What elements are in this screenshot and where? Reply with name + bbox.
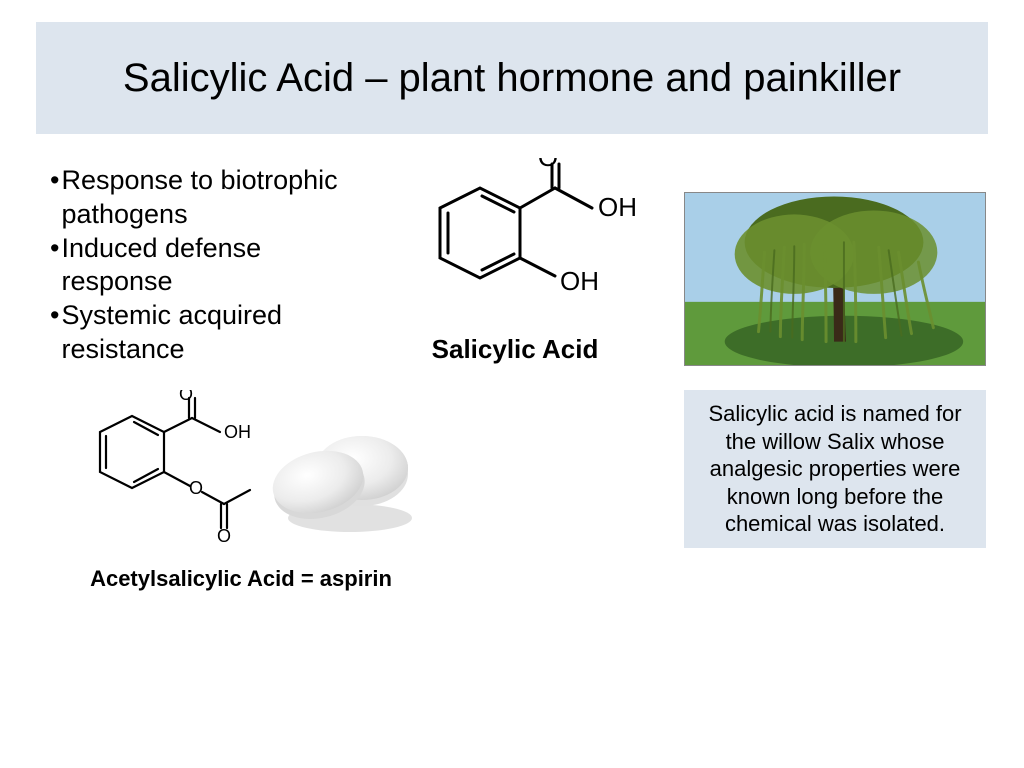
acetylsalicylic-acid-label: Acetylsalicylic Acid = aspirin [56,566,426,592]
aspirin-tablets-image [258,410,428,540]
acetylsalicylic-acid-structure: O OH O O [60,390,260,550]
bullet-item: •Systemic acquired resistance [50,299,360,367]
salicylic-acid-structure: O OH OH [380,158,640,328]
atom-label: OH [560,266,599,296]
bullet-dot-icon: • [50,232,61,300]
atom-label: O [189,478,203,498]
atom-label: O [538,158,558,172]
bullet-text: Induced defense response [61,232,360,300]
willow-tree-image [684,192,986,366]
slide-title: Salicylic Acid – plant hormone and paink… [36,22,988,134]
bullet-text: Response to biotrophic pathogens [61,164,360,232]
bullet-text: Systemic acquired resistance [61,299,360,367]
atom-label: O [217,526,231,546]
info-box: Salicylic acid is named for the willow S… [684,390,986,548]
bullet-list: •Response to biotrophic pathogens •Induc… [50,164,360,367]
bullet-item: •Response to biotrophic pathogens [50,164,360,232]
salicylic-acid-label: Salicylic Acid [390,334,640,365]
atom-label: OH [598,192,637,222]
bullet-dot-icon: • [50,299,61,367]
atom-label: OH [224,422,251,442]
bullet-dot-icon: • [50,164,61,232]
bullet-item: •Induced defense response [50,232,360,300]
atom-label: O [179,390,193,404]
